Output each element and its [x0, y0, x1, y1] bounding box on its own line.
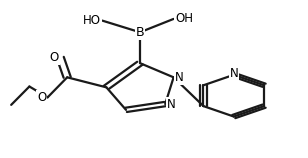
Text: N: N — [166, 97, 175, 111]
Text: HO: HO — [83, 14, 101, 27]
Text: N: N — [229, 67, 238, 80]
Text: N: N — [175, 71, 184, 84]
Text: OH: OH — [175, 12, 193, 25]
Text: O: O — [50, 51, 59, 64]
Text: B: B — [136, 26, 144, 39]
Text: O: O — [37, 91, 46, 104]
